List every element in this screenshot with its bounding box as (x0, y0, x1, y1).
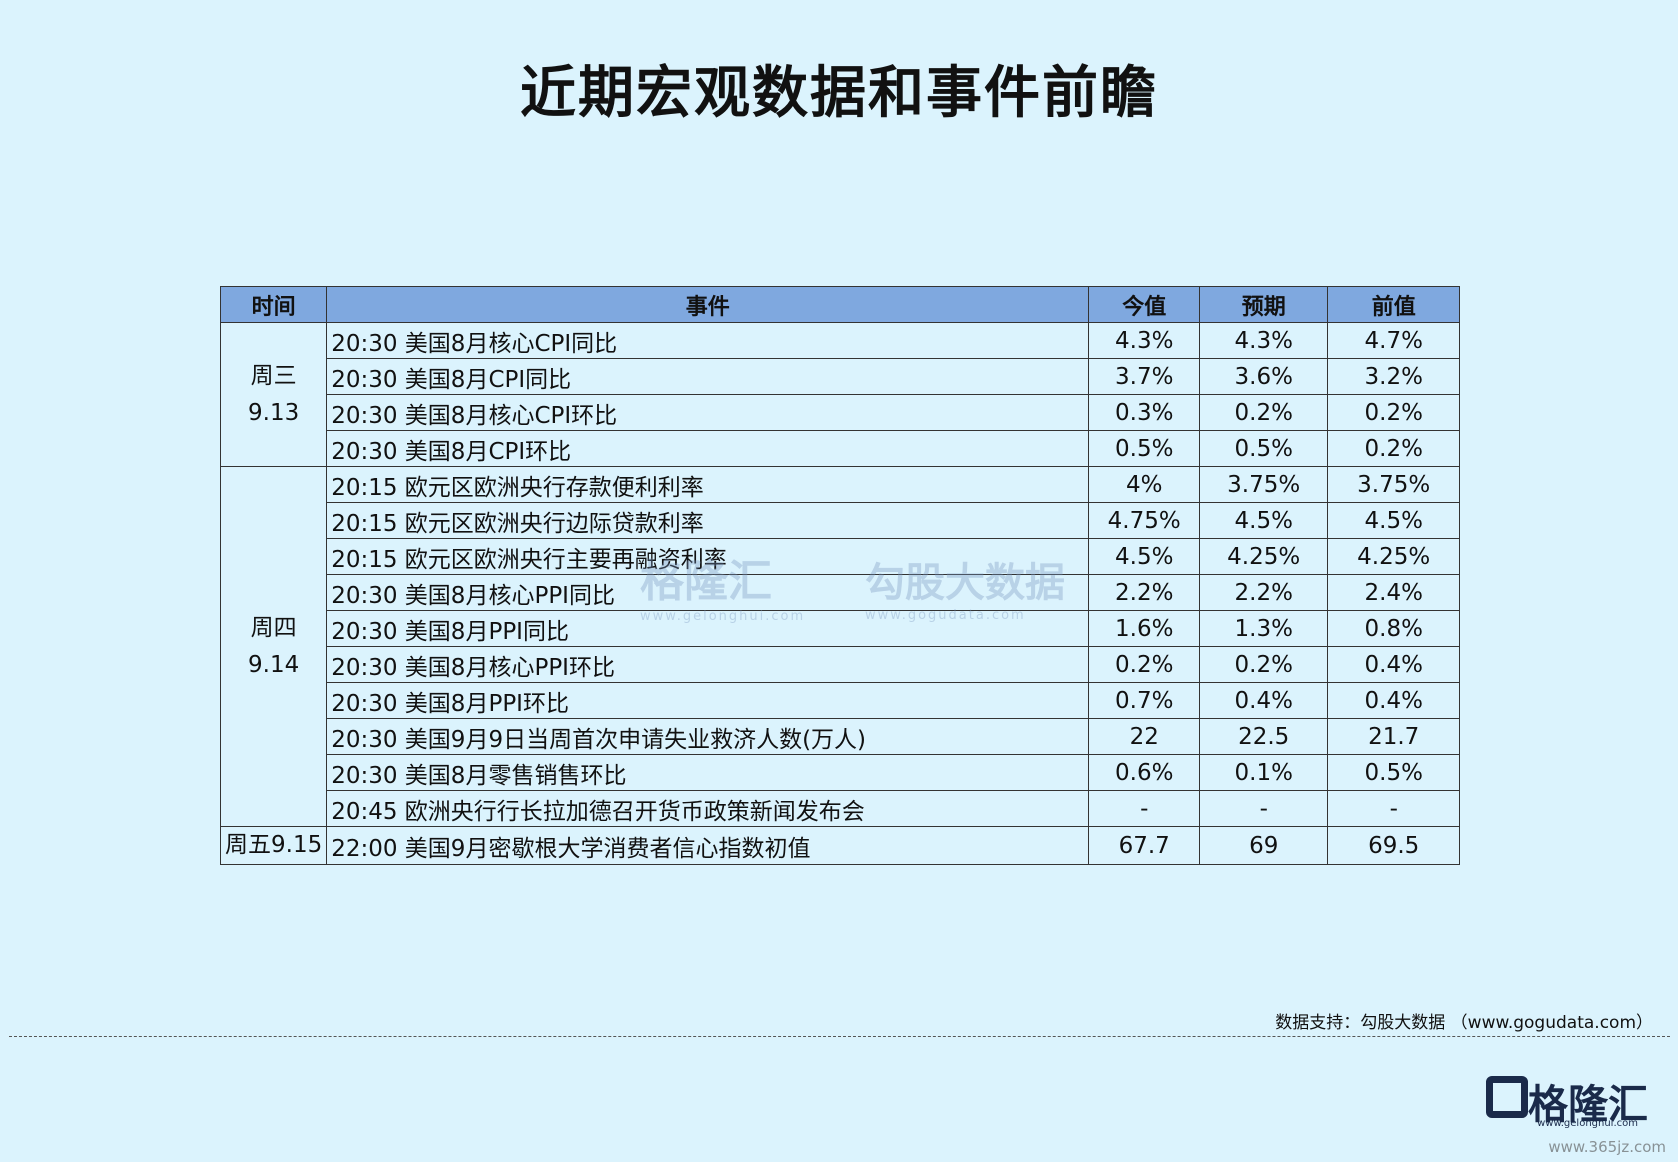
value-cell: - (1088, 790, 1201, 827)
value-cell: 4.3% (1199, 322, 1329, 359)
value-cell: 4% (1088, 466, 1201, 503)
logo-icon (1486, 1076, 1528, 1118)
column-header: 今值 (1088, 286, 1201, 323)
value-cell: 0.1% (1199, 754, 1329, 791)
value-cell: 67.7 (1088, 826, 1201, 865)
time-label: 9.13 (248, 399, 300, 426)
value-cell: 2.2% (1088, 574, 1201, 611)
time-label: 周五9.15 (225, 832, 323, 858)
event-cell: 20:30 美国8月PPI同比 (326, 610, 1090, 647)
value-cell: 2.2% (1199, 574, 1329, 611)
event-cell: 20:30 美国8月核心CPI同比 (326, 322, 1090, 359)
value-cell: 0.2% (1199, 394, 1329, 431)
time-cell: 周三 9.13 (219, 322, 328, 467)
value-cell: 4.7% (1327, 322, 1461, 359)
column-header: 预期 (1199, 286, 1329, 323)
value-cell: 22.5 (1199, 718, 1329, 755)
value-cell: 0.2% (1327, 394, 1461, 431)
event-cell: 20:30 美国8月核心PPI同比 (326, 574, 1090, 611)
value-cell: 0.5% (1199, 430, 1329, 467)
table-row: 20:15 欧元区欧洲央行边际贷款利率 4.75% 4.5% 4.5% (221, 502, 1461, 539)
event-cell: 20:15 欧元区欧洲央行边际贷款利率 (326, 502, 1090, 539)
value-cell: 69.5 (1327, 826, 1461, 865)
value-cell: 4.75% (1088, 502, 1201, 539)
table-row: 20:15 欧元区欧洲央行主要再融资利率 4.5% 4.25% 4.25% (221, 538, 1461, 575)
event-table: 时间 事件 今值 预期 前值 周三 9.13 20:30 美国8月核心CPI同比 4.3% 4.… (219, 286, 1461, 865)
time-label: 周四 (250, 614, 297, 641)
value-cell: 0.5% (1088, 430, 1201, 467)
event-cell: 20:15 欧元区欧洲央行主要再融资利率 (326, 538, 1090, 575)
logo: 格隆汇 (1528, 1082, 1648, 1128)
table-row: 20:30 美国8月CPI同比 3.7% 3.6% 3.2% (221, 358, 1461, 395)
value-cell: 3.6% (1199, 358, 1329, 395)
value-cell: 69 (1199, 826, 1329, 865)
event-cell: 20:30 美国8月核心CPI环比 (326, 394, 1090, 431)
value-cell: 3.7% (1088, 358, 1201, 395)
event-cell: 20:30 美国8月PPI环比 (326, 682, 1090, 719)
value-cell: 21.7 (1327, 718, 1461, 755)
value-cell: 22 (1088, 718, 1201, 755)
table-row: 20:30 美国8月PPI同比 1.6% 1.3% 0.8% (221, 610, 1461, 647)
header-row: 时间 事件 今值 预期 前值 (219, 286, 1461, 323)
event-cell: 20:30 美国8月核心PPI环比 (326, 646, 1090, 683)
column-header: 前值 (1327, 286, 1461, 323)
time-label: 周三 (250, 362, 297, 389)
value-cell: 0.2% (1199, 646, 1329, 683)
value-cell: 0.4% (1327, 682, 1461, 719)
value-cell: 4.25% (1199, 538, 1329, 575)
value-cell: 0.4% (1199, 682, 1329, 719)
value-cell: 4.3% (1088, 322, 1201, 359)
table-row: 20:30 美国8月PPI环比 0.7% 0.4% 0.4% (221, 682, 1461, 719)
event-cell: 20:45 欧洲央行行长拉加德召开货币政策新闻发布会 (326, 790, 1090, 827)
event-cell: 20:30 美国8月CPI环比 (326, 430, 1090, 467)
table-row: 20:30 美国8月零售销售环比 0.6% 0.1% 0.5% (221, 754, 1461, 791)
value-cell: 0.2% (1088, 646, 1201, 683)
watermark: www.365jz.com (1548, 1138, 1666, 1156)
value-cell: 0.2% (1327, 430, 1461, 467)
value-cell: 0.5% (1327, 754, 1461, 791)
time-cell: 周四 9.14 (219, 466, 328, 827)
divider (9, 1036, 1670, 1037)
event-cell: 20:30 美国8月零售销售环比 (326, 754, 1090, 791)
column-header: 事件 (326, 286, 1090, 323)
value-cell: 0.6% (1088, 754, 1201, 791)
source-note: 数据支持：勾股大数据 （www.gogudata.com） (1275, 1013, 1653, 1033)
value-cell: 1.6% (1088, 610, 1201, 647)
event-cell: 20:30 美国9月9日当周首次申请失业救济人数(万人) (326, 718, 1090, 755)
table-row: 周五9.15 22:00 美国9月密歇根大学消费者信心指数初值 67.7 69 69.5 (219, 826, 1461, 865)
value-cell: 0.4% (1327, 646, 1461, 683)
time-cell: 周五9.15 (219, 826, 328, 865)
table-row: 20:30 美国8月核心PPI环比 0.2% 0.2% 0.4% (221, 646, 1461, 683)
event-cell: 20:15 欧元区欧洲央行存款便利利率 (326, 466, 1090, 503)
value-cell: 4.5% (1088, 538, 1201, 575)
value-cell: 2.4% (1327, 574, 1461, 611)
table-row: 20:30 美国8月核心CPI环比 0.3% 0.2% 0.2% (221, 394, 1461, 431)
value-cell: 0.8% (1327, 610, 1461, 647)
event-cell: 22:00 美国9月密歇根大学消费者信心指数初值 (326, 826, 1090, 865)
value-cell: 3.75% (1199, 466, 1329, 503)
value-cell: 3.75% (1327, 466, 1461, 503)
table-row: 周四 9.14 20:15 欧元区欧洲央行存款便利利率 4% 3.75% 3.75% (219, 466, 1461, 827)
table-row: 20:30 美国8月核心PPI同比 2.2% 2.2% 2.4% (221, 574, 1461, 611)
table-row: 20:30 美国9月9日当周首次申请失业救济人数(万人) 22 22.5 21.7 (221, 718, 1461, 755)
value-cell: 3.2% (1327, 358, 1461, 395)
value-cell: - (1199, 790, 1329, 827)
logo-url: www.gelonghui.com (1537, 1118, 1638, 1129)
table-row: 20:45 欧洲央行行长拉加德召开货币政策新闻发布会 - - - (221, 790, 1461, 827)
value-cell: 0.7% (1088, 682, 1201, 719)
value-cell: 1.3% (1199, 610, 1329, 647)
value-cell: 0.3% (1088, 394, 1201, 431)
event-cell: 20:30 美国8月CPI同比 (326, 358, 1090, 395)
value-cell: 4.5% (1327, 502, 1461, 539)
value-cell: - (1327, 790, 1461, 827)
table-row: 20:30 美国8月CPI环比 0.5% 0.5% 0.2% (221, 430, 1461, 467)
column-header: 时间 (219, 286, 328, 323)
value-cell: 4.25% (1327, 538, 1461, 575)
time-label: 9.14 (248, 651, 300, 678)
value-cell: 4.5% (1199, 502, 1329, 539)
title: 近期宏观数据和事件前瞻 (520, 61, 1158, 126)
table-row: 周三 9.13 20:30 美国8月核心CPI同比 4.3% 4.3% 4.7% (219, 322, 1461, 467)
